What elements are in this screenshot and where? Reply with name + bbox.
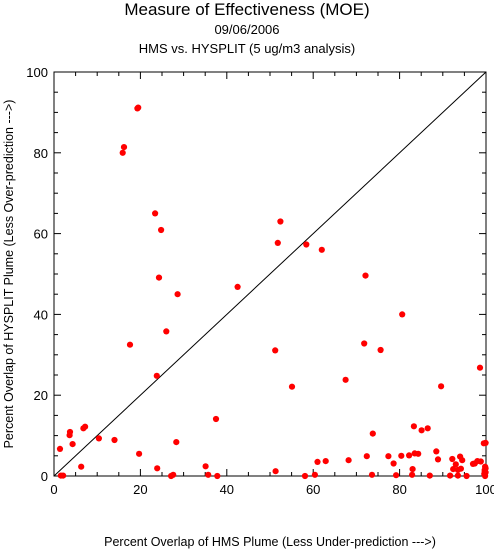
data-point: [426, 472, 433, 479]
x-tick-label: 40: [220, 482, 234, 497]
data-point: [82, 423, 89, 430]
data-point: [318, 246, 325, 253]
chart-subtitle: HMS vs. HYSPLIT (5 ug/m3 analysis): [138, 41, 356, 56]
data-point: [361, 340, 368, 347]
data-point: [274, 239, 281, 246]
y-tick-label: 100: [26, 65, 48, 80]
y-tick-label: 0: [41, 469, 48, 484]
data-point: [314, 458, 321, 465]
data-point: [368, 471, 376, 478]
y-tick-label: 40: [34, 307, 48, 322]
data-point: [406, 452, 413, 459]
data-point: [173, 439, 180, 446]
data-point: [399, 311, 406, 318]
data-point: [418, 427, 425, 434]
data-point: [424, 425, 431, 432]
y-tick-label: 60: [34, 227, 48, 242]
data-point: [277, 218, 284, 225]
data-point: [454, 472, 461, 479]
y-tick-label: 80: [34, 146, 48, 161]
data-point: [111, 436, 118, 444]
data-point: [369, 430, 376, 437]
data-points: [56, 104, 489, 480]
x-tick-label: 100: [475, 482, 494, 497]
data-point: [56, 445, 64, 452]
data-point: [362, 272, 369, 279]
y-axis-label: Percent Overlap of HYSPLIT Plume (Less O…: [2, 100, 16, 449]
data-point: [272, 468, 279, 475]
data-point: [398, 452, 405, 459]
data-point: [434, 456, 442, 463]
data-point: [288, 383, 296, 390]
data-point: [202, 463, 209, 470]
data-point: [272, 347, 279, 354]
data-point: [135, 104, 142, 111]
data-point: [393, 472, 400, 479]
data-point: [363, 453, 370, 460]
data-point: [385, 453, 392, 460]
data-point: [163, 328, 170, 335]
data-point: [449, 455, 456, 463]
data-point: [155, 274, 163, 281]
data-point: [174, 291, 181, 298]
data-point: [95, 435, 102, 442]
data-point: [234, 283, 241, 290]
data-point: [126, 341, 134, 348]
reference-diagonal-line: [53, 71, 487, 477]
data-point: [311, 471, 318, 478]
data-point: [476, 364, 484, 371]
data-point: [438, 383, 445, 390]
data-point: [152, 210, 159, 217]
x-tick-label: 60: [306, 482, 320, 497]
chart-date: 09/06/2006: [214, 22, 280, 37]
data-point: [433, 448, 440, 455]
data-point: [463, 472, 470, 480]
data-point: [459, 457, 466, 464]
data-point: [158, 226, 165, 234]
x-axis-label: Percent Overlap of HMS Plume (Less Under…: [104, 535, 436, 549]
x-tick-label: 0: [50, 482, 57, 497]
data-point: [457, 465, 464, 472]
data-point: [390, 460, 397, 467]
data-point: [153, 372, 160, 379]
data-point: [303, 241, 310, 248]
data-point: [66, 428, 74, 436]
data-point: [345, 457, 352, 464]
data-point: [450, 466, 457, 473]
data-point: [136, 450, 143, 457]
data-point: [447, 472, 454, 479]
data-point: [154, 465, 161, 472]
data-point: [415, 450, 422, 457]
data-point: [69, 441, 76, 448]
data-point: [78, 463, 85, 470]
data-point: [410, 423, 417, 430]
data-point: [60, 472, 67, 479]
data-point: [119, 149, 126, 156]
data-point: [322, 458, 329, 465]
chart-title: Measure of Effectiveness (MOE): [124, 0, 370, 19]
data-point: [409, 471, 416, 478]
data-point: [482, 439, 489, 446]
data-point: [482, 465, 489, 472]
data-point: [170, 471, 177, 478]
x-tick-label: 20: [133, 482, 147, 497]
x-tick-label: 80: [392, 482, 406, 497]
data-point: [409, 466, 416, 473]
data-point: [377, 346, 384, 354]
data-point: [214, 472, 221, 480]
data-point: [205, 471, 212, 478]
data-point: [342, 376, 349, 383]
data-point: [452, 461, 459, 468]
data-point: [477, 458, 484, 465]
data-point: [120, 144, 128, 151]
axis-ticks: 0 20 40 60 80 100 0 20 40 60 80 100: [26, 65, 494, 497]
data-point: [212, 415, 220, 423]
data-point: [301, 472, 309, 480]
y-tick-label: 20: [34, 388, 48, 403]
